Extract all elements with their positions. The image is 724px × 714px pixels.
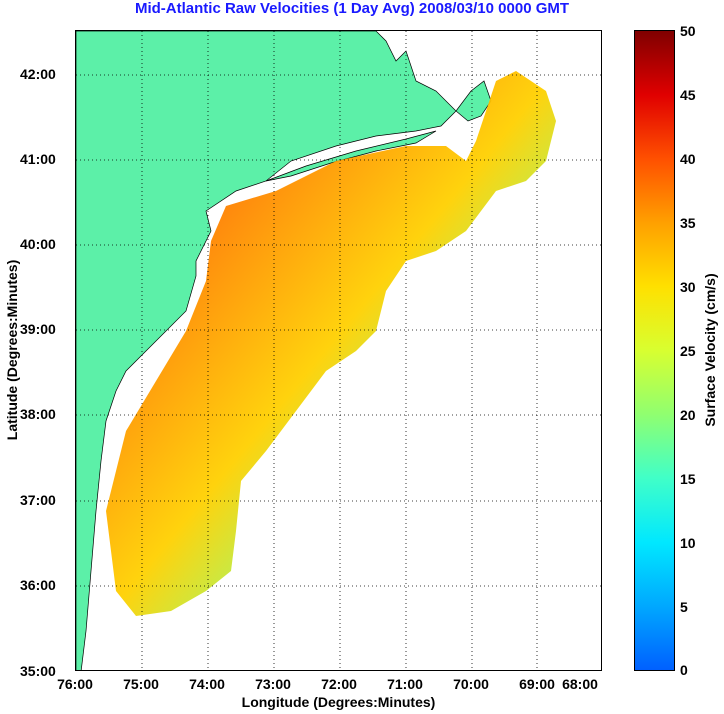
y-axis-label: Latitude (Degrees:Minutes)	[4, 259, 20, 441]
x-tick: 72:00	[321, 676, 357, 692]
y-tick: 39:00	[20, 321, 56, 337]
colorbar-tick: 10	[680, 535, 696, 551]
colorbar-tick: 50	[680, 23, 696, 39]
x-tick: 69:00	[519, 676, 555, 692]
colorbar-tick: 25	[680, 343, 696, 359]
velocity-map	[76, 31, 601, 670]
colorbar-tick: 5	[680, 599, 688, 615]
y-tick: 37:00	[20, 492, 56, 508]
colorbar-tick: 45	[680, 87, 696, 103]
x-tick: 70:00	[453, 676, 489, 692]
colorbar-label: Surface Velocity (cm/s)	[702, 273, 718, 427]
y-tick: 41:00	[20, 151, 56, 167]
map-grid	[76, 31, 601, 670]
map-title: Mid-Atlantic Raw Velocities (1 Day Avg) …	[134, 0, 570, 17]
map-plot-area	[75, 30, 602, 671]
y-tick: 35:00	[20, 663, 56, 679]
y-tick: 38:00	[20, 406, 56, 422]
y-tick: 40:00	[20, 236, 56, 252]
x-tick: 74:00	[189, 676, 225, 692]
x-tick: 73:00	[255, 676, 291, 692]
colorbar-tick: 20	[680, 407, 696, 423]
y-tick: 36:00	[20, 577, 56, 593]
colorbar-tick: 40	[680, 151, 696, 167]
land-long-island	[265, 130, 437, 182]
colorbar-tick: 30	[680, 279, 696, 295]
y-tick: 42:00	[20, 66, 56, 82]
land-mainland	[76, 31, 457, 670]
x-tick: 71:00	[387, 676, 423, 692]
colorbar-tick: 35	[680, 215, 696, 231]
colorbar	[634, 30, 675, 671]
x-tick: 76:00	[57, 676, 93, 692]
x-axis-label: Longitude (Degrees:Minutes)	[241, 694, 436, 710]
x-tick: 75:00	[123, 676, 159, 692]
velocity-field	[106, 71, 556, 616]
x-tick: 68:00	[562, 676, 598, 692]
colorbar-tick: 0	[680, 662, 688, 678]
colorbar-tick: 15	[680, 471, 696, 487]
